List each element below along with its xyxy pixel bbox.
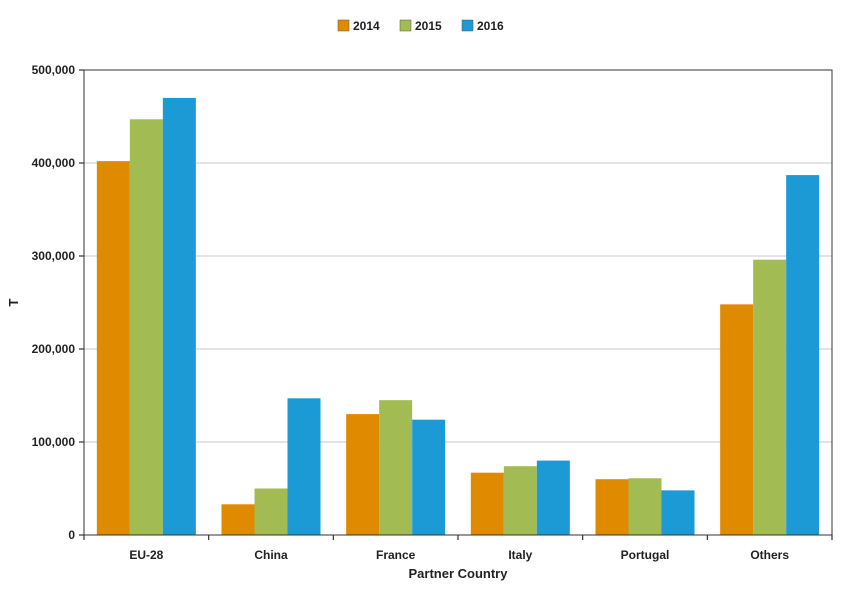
bar-china-2014 — [221, 504, 255, 535]
y-tick-label: 0 — [68, 528, 75, 542]
x-axis-title: Partner Country — [409, 566, 509, 581]
legend: 2014 2015 2016 — [337, 19, 504, 33]
legend-swatch-2016 — [461, 19, 474, 32]
x-tick-label: China — [254, 548, 288, 562]
bar-italy-2015 — [503, 466, 537, 535]
bar-portugal-2014 — [595, 479, 629, 535]
gridlines — [84, 162, 832, 443]
bar-others-2014 — [720, 304, 754, 535]
x-tick-label: Others — [750, 548, 789, 562]
x-tick-label: Portugal — [621, 548, 670, 562]
legend-label-2015: 2015 — [415, 19, 442, 33]
y-tick-label: 200,000 — [32, 342, 76, 356]
y-tick-label: 100,000 — [32, 435, 76, 449]
plot-frame — [83, 69, 833, 536]
y-tick-label: 400,000 — [32, 156, 76, 170]
legend-swatch-2015 — [399, 19, 412, 32]
bar-portugal-2015 — [628, 478, 662, 535]
bars — [96, 97, 820, 536]
x-tick-label: EU-28 — [129, 548, 163, 562]
bar-others-2015 — [753, 259, 787, 535]
x-tick-label: Italy — [508, 548, 532, 562]
bar-italy-2016 — [536, 460, 570, 535]
bar-france-2014 — [346, 414, 380, 535]
bar-china-2015 — [254, 488, 288, 535]
y-axis-ticks: 0 100,000 200,000 300,000 400,000 500,000 — [32, 63, 84, 542]
bar-eu-28-2014 — [96, 161, 130, 535]
bar-eu-28-2015 — [129, 119, 163, 535]
bar-portugal-2016 — [661, 490, 695, 535]
bar-france-2015 — [379, 400, 413, 535]
y-tick-label: 500,000 — [32, 63, 76, 77]
y-axis-title: T — [6, 298, 21, 306]
y-tick-label: 300,000 — [32, 249, 76, 263]
bar-china-2016 — [287, 398, 321, 535]
x-axis-ticks: EU-28 China France Italy Portugal Others — [83, 535, 833, 562]
bar-france-2016 — [412, 419, 446, 535]
bar-italy-2014 — [470, 472, 504, 535]
legend-swatch-2014 — [337, 19, 350, 32]
bar-others-2016 — [786, 175, 820, 535]
x-tick-label: France — [376, 548, 416, 562]
legend-label-2016: 2016 — [477, 19, 504, 33]
bar-eu-28-2016 — [162, 97, 196, 536]
legend-label-2014: 2014 — [353, 19, 380, 33]
